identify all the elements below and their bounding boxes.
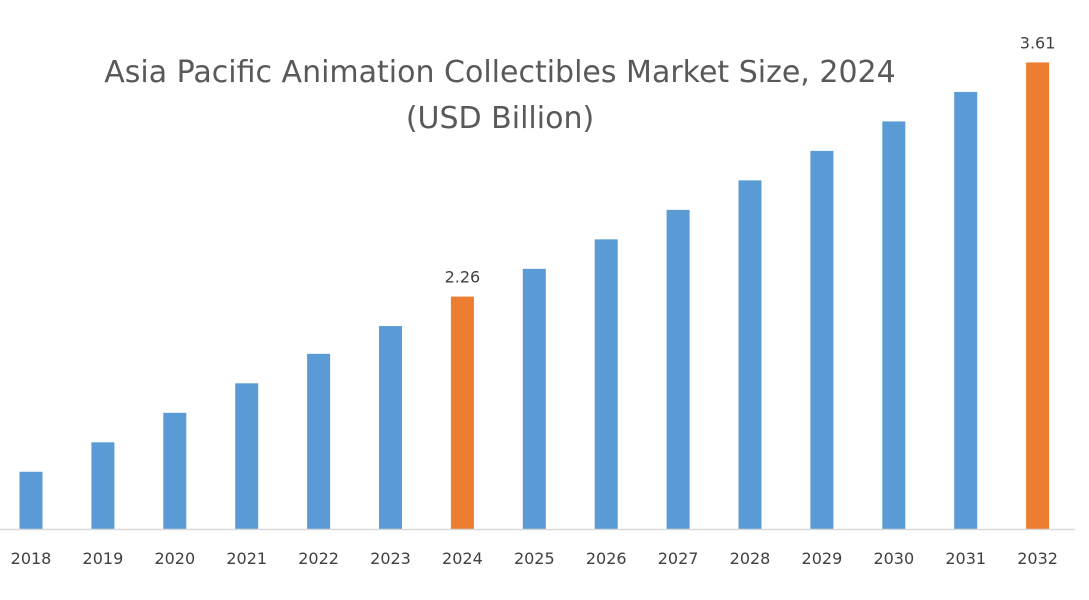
bar-2018: [19, 471, 43, 529]
bar-2025: [522, 268, 546, 529]
bar-2030: [882, 121, 906, 529]
bar-2032: [1026, 62, 1050, 530]
x-tick-label-2032: 2032: [1017, 549, 1058, 568]
bar-2019: [91, 442, 115, 529]
bar-2023: [379, 326, 402, 529]
bar-2026: [594, 239, 618, 529]
bar-2027: [666, 209, 690, 529]
x-tick-label-2021: 2021: [226, 549, 267, 568]
x-tick-label-2028: 2028: [730, 549, 771, 568]
bar-2022: [307, 353, 331, 529]
x-tick-label-2022: 2022: [298, 549, 339, 568]
x-tick-label-2020: 2020: [154, 549, 195, 568]
chart-title: Asia Pacific Animation Collectibles Mark…: [104, 55, 895, 90]
x-tick-label-2025: 2025: [514, 549, 555, 568]
x-tick-label-2030: 2030: [873, 549, 914, 568]
x-tick-label-2029: 2029: [802, 549, 843, 568]
bar-2028: [738, 180, 762, 530]
bar-2021: [235, 383, 259, 529]
data-label-2032: 3.61: [1020, 33, 1056, 52]
x-tick-label-2023: 2023: [370, 549, 411, 568]
x-tick-label-2027: 2027: [658, 549, 699, 568]
x-tick-label-2018: 2018: [11, 549, 52, 568]
x-tick-label-2031: 2031: [945, 549, 986, 568]
x-tick-label-2026: 2026: [586, 549, 627, 568]
bar-2024: [450, 296, 474, 529]
chart-subtitle: (USD Billion): [406, 101, 594, 136]
x-tick-label-2019: 2019: [83, 549, 124, 568]
bar-2020: [163, 412, 187, 529]
bar-2031: [954, 91, 978, 529]
bar-2029: [810, 150, 834, 529]
data-label-2024: 2.26: [445, 268, 481, 287]
x-tick-label-2024: 2024: [442, 549, 483, 568]
